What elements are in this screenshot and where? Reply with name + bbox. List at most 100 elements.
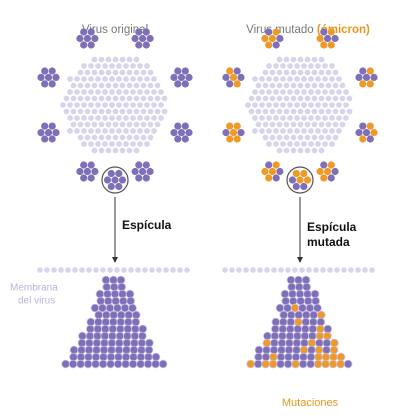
body-dot [332,69,339,76]
body-dot [95,89,101,95]
body-dot [339,95,346,102]
body-dot [318,147,325,154]
body-dot [283,82,290,89]
body-dot [276,69,283,76]
body-dot [346,95,353,102]
spike-dot [87,174,95,182]
body-dot [336,89,342,95]
spike-dot [170,129,178,137]
body-dot [84,95,91,102]
body-dot [276,108,283,115]
body-dot [318,121,325,128]
body-dot [144,141,150,147]
body-dot [283,147,290,154]
body-dot [269,95,276,102]
spike-dot [272,174,280,182]
body-dot [304,56,311,63]
body-dot [151,89,157,95]
body-dot [109,63,115,69]
body-dot [304,108,311,115]
body-dot [276,56,283,63]
body-dot [283,69,290,76]
spike-dot [44,73,53,81]
body-dot [102,128,108,134]
spike-dot [115,182,123,191]
body-dot [280,102,286,108]
body-dot [266,102,272,108]
body-dot [336,76,342,82]
spike-dot [135,28,143,36]
body-dot [329,128,335,134]
body-dot [119,134,126,141]
body-dot [325,95,332,102]
spike-dot [327,174,335,182]
spike-dot [131,34,139,43]
spike-detail-dot [296,296,306,306]
spike-dot [91,34,99,43]
spike-dot [226,135,234,143]
spike-dot [222,73,230,81]
spike-dot [331,167,339,176]
body-dot [123,63,129,69]
body-dot [294,76,300,82]
spike-detail-dot [143,359,153,369]
spike-dot [272,28,280,36]
body-dot [322,115,328,121]
body-dot [329,141,335,147]
body-dot [332,95,339,102]
spike-dot [41,67,49,75]
membrane-dot [107,267,113,273]
body-dot [123,128,129,134]
spike-detail-dot [101,275,111,285]
body-dot [102,102,108,108]
body-dot [280,76,286,82]
membrane-dot [184,267,190,273]
spike-detail-dot [120,303,130,313]
spike-detail-dot [287,282,297,292]
body-dot [297,134,304,141]
membrane-dot [135,267,141,273]
spike-dot [115,169,123,178]
spike-detail-dot [90,303,100,313]
spike-dot [320,174,328,182]
spike-detail-dot [103,289,112,299]
membrane-dot [285,267,291,273]
body-dot [126,134,133,141]
spike-dot [268,34,276,43]
body-dot [130,141,136,147]
body-dot [315,102,321,108]
spike-detail-dot [61,359,70,369]
body-dot [290,95,297,102]
body-dot [322,102,328,108]
spike-dot [366,122,374,130]
body-dot [266,115,272,121]
body-dot [290,134,297,141]
body-dot [273,102,279,108]
spike-dot [265,41,273,49]
body-dot [280,141,286,147]
spike-detail-dot [118,296,128,306]
spike-dot [139,34,147,43]
body-dot [154,121,161,128]
body-dot [287,76,293,82]
spike-dot [327,161,335,169]
body-dot [91,95,98,102]
spike-detail-dot [280,289,290,299]
body-dot [98,108,105,115]
spike-dot [48,135,56,143]
body-dot [287,102,293,108]
body-dot [311,108,318,115]
body-dot [140,95,147,102]
body-dot [112,134,119,141]
spike-dot [76,167,84,176]
spike-dot [370,73,378,81]
spike-dot [118,176,127,184]
spike-detail-dot [76,359,85,369]
body-dot [297,95,304,102]
body-dot [144,128,150,134]
spike-dot [174,135,182,143]
body-dot [109,76,115,82]
body-dot [297,108,304,115]
body-dot [130,115,136,121]
